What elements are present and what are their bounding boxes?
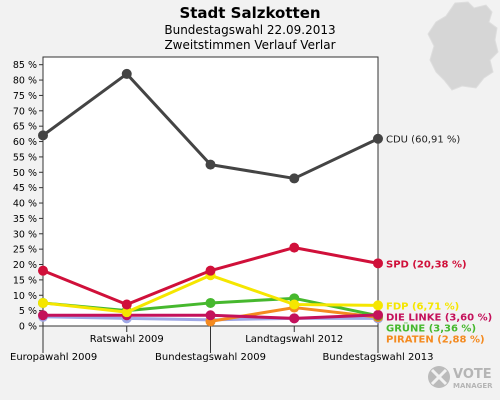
y-tick-label: 45 % (13, 183, 37, 194)
y-tick-label: 70 % (13, 106, 37, 117)
y-tick-label: 20 % (13, 260, 37, 271)
data-point-spd (38, 265, 48, 276)
y-tick-label: 50 % (13, 168, 37, 179)
y-axis: 0 % 5 % 10 % 15 % 20 % 25 % 30 % 35 % 40 % 45 % 50… (13, 60, 43, 333)
y-tick-label: 85 % (13, 60, 37, 71)
y-tick-label: 25 % (13, 245, 37, 256)
y-tick-label: 15 % (13, 275, 37, 286)
y-tick-label: 30 % (13, 229, 37, 240)
series-label-piraten: PIRATEN (2,88 %) (386, 334, 485, 345)
series-layer (38, 68, 383, 327)
y-tick-label: 35 % (13, 214, 37, 225)
y-tick-label: 55 % (13, 152, 37, 163)
logo-text-manager: MANAGER (453, 382, 493, 390)
data-point-die-linke (38, 310, 48, 321)
x-tick-label: Europawahl 2009 (10, 352, 97, 363)
y-tick-label: 60 % (13, 137, 37, 148)
data-point-spd (121, 299, 132, 310)
series-label-cdu: CDU (60,91 %) (386, 135, 460, 146)
data-point-die-linke (205, 310, 216, 321)
data-point-fdp (373, 300, 383, 311)
data-point-cdu (373, 133, 383, 144)
data-point-grüne (205, 297, 216, 308)
logo-text-vote: VOTE (453, 367, 492, 382)
chart-title: Stadt Salzkotten (179, 4, 320, 22)
data-point-cdu (289, 173, 300, 184)
y-tick-label: 5 % (19, 306, 37, 317)
plot-area (42, 56, 379, 327)
x-tick-label: Ratswahl 2009 (90, 334, 164, 345)
data-point-fdp (38, 297, 48, 308)
y-tick-label: 75 % (13, 91, 37, 102)
germany-map-icon (427, 1, 499, 91)
data-point-spd (289, 242, 300, 253)
series-labels: CDU (60,91 %) SPD (20,38 %) FDP (6,71 %)DI… (386, 135, 492, 346)
data-point-cdu (121, 68, 132, 79)
data-point-die-linke (373, 309, 383, 320)
data-point-spd (205, 265, 216, 276)
chart-subtitle-2: Zweitstimmen Verlauf Verlar (164, 38, 335, 52)
data-point-fdp (121, 307, 132, 318)
data-point-cdu (205, 159, 216, 170)
x-tick-label: Bundestagswahl 2009 (155, 352, 266, 363)
chart-subtitle: Bundestagswahl 22.09.2013 (164, 23, 335, 37)
vote-manager-logo: VOTE MANAGER (428, 366, 493, 390)
x-axis: Europawahl 2009 Ratswahl 2009 Bundestagswa… (10, 326, 433, 363)
y-tick-label: 40 % (13, 199, 37, 210)
y-tick-label: 80 % (13, 76, 37, 87)
series-label-die-linke: DIE LINKE (3,60 %) (386, 312, 492, 323)
data-point-die-linke (289, 313, 300, 324)
series-label-spd: SPD (20,38 %) (386, 259, 467, 270)
series-label-fdp: FDP (6,71 %) (386, 301, 459, 312)
x-tick-label: Landtagswahl 2012 (245, 334, 343, 345)
series-label-grüne: GRÜNE (3,36 %) (386, 320, 476, 334)
data-point-cdu (38, 130, 48, 141)
y-tick-label: 10 % (13, 291, 37, 302)
y-tick-label: 65 % (13, 122, 37, 133)
x-tick-label: Bundestagswahl 2013 (323, 352, 434, 363)
data-point-fdp (289, 299, 300, 310)
y-tick-label: 0 % (19, 322, 37, 333)
logo-x-icon (430, 368, 448, 386)
data-point-spd (373, 258, 383, 269)
